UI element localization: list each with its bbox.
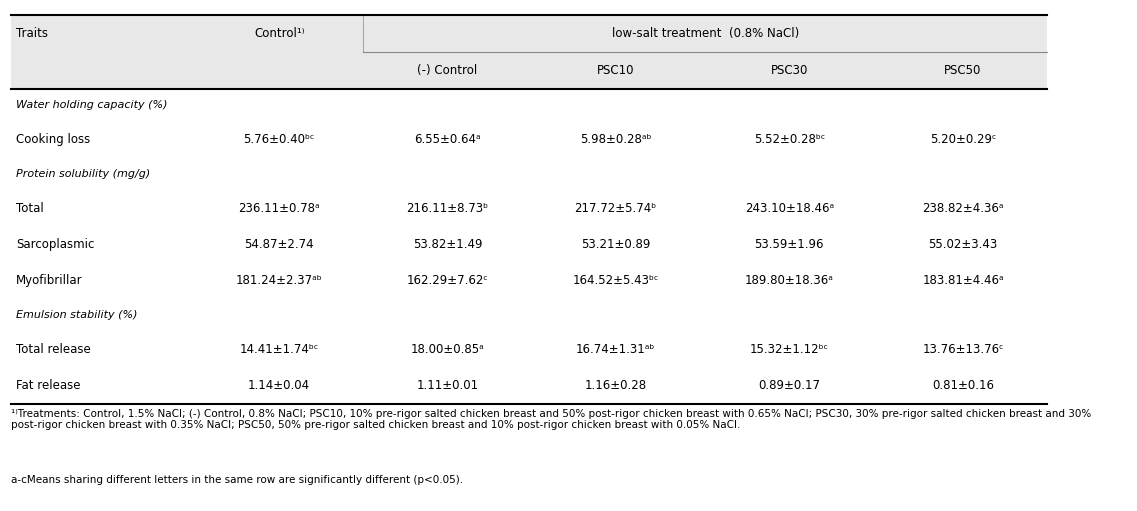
Text: 5.20±0.29ᶜ: 5.20±0.29ᶜ xyxy=(930,133,996,146)
Text: Cooking loss: Cooking loss xyxy=(16,133,90,146)
Text: 189.80±18.36ᵃ: 189.80±18.36ᵃ xyxy=(745,274,833,287)
Text: Myofibrillar: Myofibrillar xyxy=(16,274,83,287)
Text: low-salt treatment  (0.8% NaCl): low-salt treatment (0.8% NaCl) xyxy=(612,27,799,40)
Text: 164.52±5.43ᵇᶜ: 164.52±5.43ᵇᶜ xyxy=(573,274,658,287)
Text: 162.29±7.62ᶜ: 162.29±7.62ᶜ xyxy=(407,274,488,287)
Text: Total release: Total release xyxy=(16,343,91,356)
Text: 0.81±0.16: 0.81±0.16 xyxy=(932,379,994,392)
Text: 55.02±3.43: 55.02±3.43 xyxy=(929,238,997,251)
Text: a-cMeans sharing different letters in the same row are significantly different (: a-cMeans sharing different letters in th… xyxy=(10,475,463,485)
Text: 1.14±0.04: 1.14±0.04 xyxy=(248,379,310,392)
Text: Traits: Traits xyxy=(16,27,48,40)
Text: 16.74±1.31ᵃᵇ: 16.74±1.31ᵃᵇ xyxy=(576,343,655,356)
Text: Sarcoplasmic: Sarcoplasmic xyxy=(16,238,94,251)
Text: 183.81±4.46ᵃ: 183.81±4.46ᵃ xyxy=(922,274,1004,287)
Text: 0.89±0.17: 0.89±0.17 xyxy=(758,379,821,392)
Text: 1.16±0.28: 1.16±0.28 xyxy=(584,379,647,392)
Text: Emulsion stability (%): Emulsion stability (%) xyxy=(16,310,138,320)
Text: 5.98±0.28ᵃᵇ: 5.98±0.28ᵃᵇ xyxy=(580,133,652,146)
Text: Water holding capacity (%): Water holding capacity (%) xyxy=(16,100,167,110)
Text: 53.59±1.96: 53.59±1.96 xyxy=(755,238,824,251)
Text: PSC30: PSC30 xyxy=(771,64,808,77)
Text: Control¹⁾: Control¹⁾ xyxy=(254,27,305,40)
Text: 5.76±0.40ᵇᶜ: 5.76±0.40ᵇᶜ xyxy=(243,133,315,146)
Text: 1.11±0.01: 1.11±0.01 xyxy=(416,379,479,392)
Text: 216.11±8.73ᵇ: 216.11±8.73ᵇ xyxy=(406,202,489,215)
Text: 238.82±4.36ᵃ: 238.82±4.36ᵃ xyxy=(922,202,1004,215)
Text: 6.55±0.64ᵃ: 6.55±0.64ᵃ xyxy=(414,133,481,146)
Text: 5.52±0.28ᵇᶜ: 5.52±0.28ᵇᶜ xyxy=(754,133,825,146)
Text: 53.82±1.49: 53.82±1.49 xyxy=(413,238,482,251)
Text: 181.24±2.37ᵃᵇ: 181.24±2.37ᵃᵇ xyxy=(235,274,323,287)
Text: 13.76±13.76ᶜ: 13.76±13.76ᶜ xyxy=(922,343,1004,356)
Text: (-) Control: (-) Control xyxy=(417,64,478,77)
Text: 15.32±1.12ᵇᶜ: 15.32±1.12ᵇᶜ xyxy=(750,343,829,356)
Text: 14.41±1.74ᵇᶜ: 14.41±1.74ᵇᶜ xyxy=(240,343,318,356)
Text: 53.21±0.89: 53.21±0.89 xyxy=(581,238,650,251)
Text: 54.87±2.74: 54.87±2.74 xyxy=(244,238,314,251)
Text: PSC50: PSC50 xyxy=(945,64,981,77)
Text: Protein solubility (mg/g): Protein solubility (mg/g) xyxy=(16,169,150,179)
Text: 217.72±5.74ᵇ: 217.72±5.74ᵇ xyxy=(574,202,657,215)
Text: Total: Total xyxy=(16,202,43,215)
Bar xyxy=(10,15,1047,52)
Text: Fat release: Fat release xyxy=(16,379,81,392)
Text: ¹⁾Treatments: Control, 1.5% NaCl; (-) Control, 0.8% NaCl; PSC10, 10% pre-rigor s: ¹⁾Treatments: Control, 1.5% NaCl; (-) Co… xyxy=(10,409,1090,430)
Text: PSC10: PSC10 xyxy=(597,64,634,77)
Text: 18.00±0.85ᵃ: 18.00±0.85ᵃ xyxy=(410,343,484,356)
Text: 236.11±0.78ᵃ: 236.11±0.78ᵃ xyxy=(239,202,319,215)
Text: 243.10±18.46ᵃ: 243.10±18.46ᵃ xyxy=(745,202,833,215)
Bar xyxy=(10,52,1047,89)
